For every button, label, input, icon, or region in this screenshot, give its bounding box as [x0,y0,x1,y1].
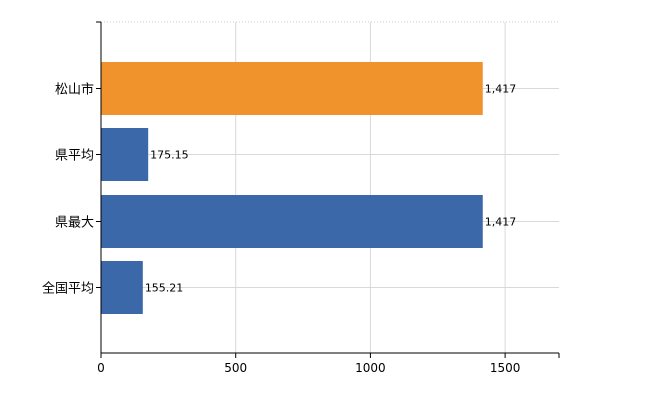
category-label-2: 県最大 [55,216,94,231]
bar-1 [101,128,149,181]
bar-0 [101,62,483,115]
bar-2 [101,195,483,248]
category-label-3: 全国平均 [42,281,94,297]
x-tick-label-3: 1500 [490,361,521,375]
data-label-0: 1,417 [485,83,517,96]
x-tick-label-0: 0 [97,361,105,375]
category-label-0: 松山市 [55,82,94,98]
data-label-2: 1,417 [485,216,517,229]
data-label-1: 175.15 [150,149,189,162]
data-label-3: 155.21 [145,282,184,295]
x-tick-label-2: 1000 [355,361,386,375]
x-tick-label-1: 500 [224,361,247,375]
bar-3 [101,261,143,314]
category-label-1: 県平均 [55,149,94,164]
